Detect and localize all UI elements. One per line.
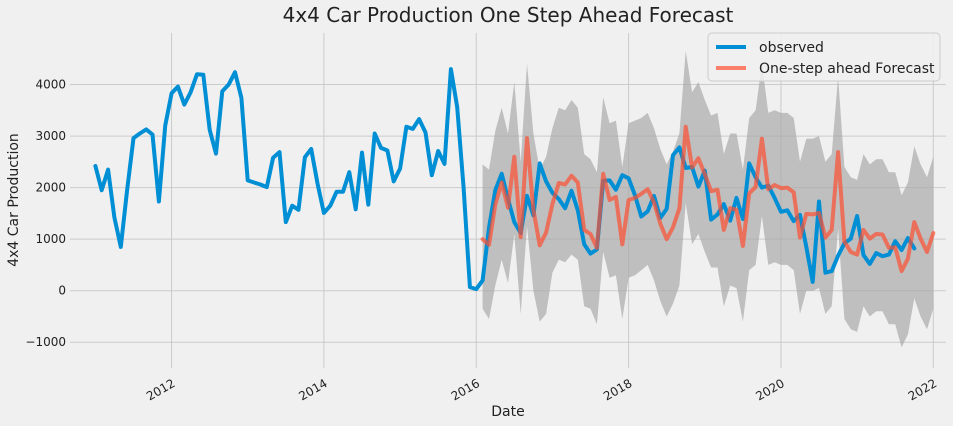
forecast-series-line: [480, 124, 936, 274]
y-tick-label: 1000: [35, 232, 66, 246]
chart-title: 4x4 Car Production One Step Ahead Foreca…: [283, 3, 734, 27]
legend-box: [707, 32, 941, 82]
y-tick-label: 3000: [35, 129, 66, 143]
x-axis-label: Date: [491, 404, 524, 420]
legend-forecast-label: One-step ahead Forecast: [759, 61, 935, 77]
y-tick-label: 0: [58, 284, 66, 298]
y-tick-label: −1000: [25, 335, 66, 349]
y-axis-ticks: −1000 0 1000 2000 3000 4000: [25, 78, 66, 350]
y-axis-label: 4x4 Car Production: [6, 133, 22, 267]
observed-series-line: [93, 67, 917, 292]
y-tick-label: 2000: [35, 181, 66, 195]
y-tick-label: 4000: [35, 78, 66, 92]
legend-observed-label: observed: [759, 40, 824, 56]
legend: observed One-step ahead Forecast: [707, 32, 941, 82]
